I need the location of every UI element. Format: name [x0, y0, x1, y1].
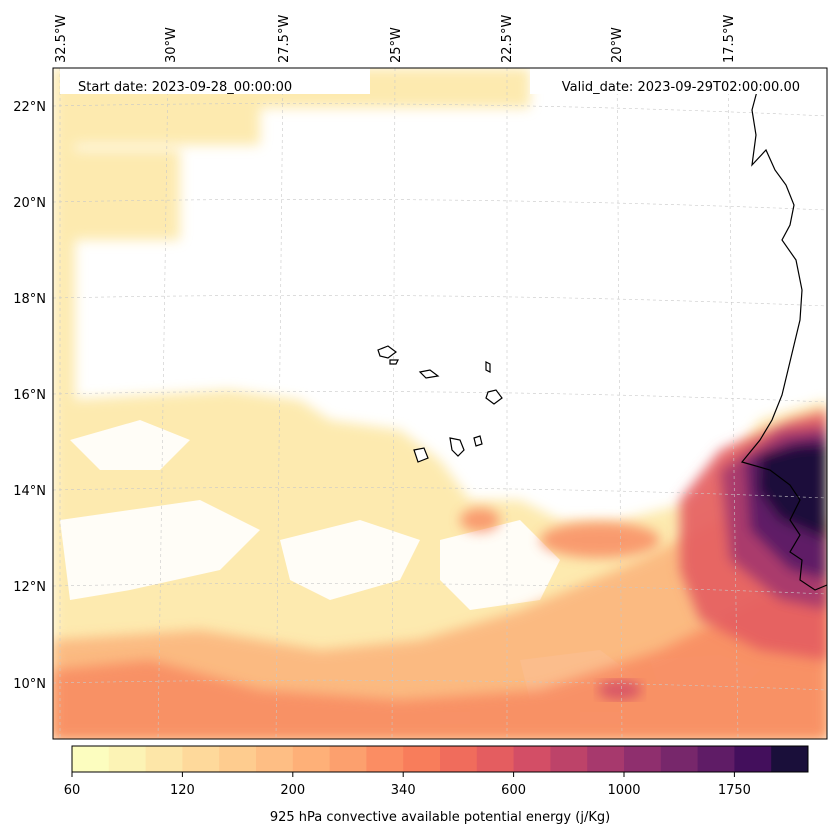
lon-label: 20°W — [610, 27, 625, 63]
colorbar-swatch — [145, 746, 183, 772]
lat-label: 22°N — [13, 100, 46, 115]
colorbar-tick-label: 1000 — [607, 783, 640, 798]
colorbar — [72, 746, 809, 772]
colorbar-swatch — [403, 746, 441, 772]
cape-verde-islands — [377, 345, 503, 463]
lat-label: 10°N — [13, 677, 46, 692]
lon-label: 17.5°W — [722, 15, 737, 63]
gridlines — [53, 68, 827, 739]
colorbar-swatch — [256, 746, 294, 772]
colorbar-tick-label: 1750 — [718, 783, 751, 798]
colorbar-swatch — [476, 746, 515, 772]
colorbar-ticks: 60 120 200 340 600 1000 1750 — [64, 772, 751, 798]
colorbar-tick-label: 120 — [170, 783, 195, 798]
colorbar-swatch — [624, 746, 662, 772]
colorbar-swatch — [182, 746, 220, 772]
colorbar-tick-label: 60 — [64, 783, 81, 798]
colorbar-frame — [71, 745, 809, 773]
colorbar-label: 925 hPa convective available potential e… — [270, 810, 610, 825]
latitude-labels: 22°N 20°N 18°N 16°N 14°N 12°N 10°N — [13, 100, 46, 692]
lat-label: 18°N — [13, 292, 46, 307]
colorbar-swatch — [366, 746, 404, 772]
lon-label: 25°W — [389, 27, 404, 63]
lon-label: 27.5°W — [277, 15, 292, 63]
lat-label: 20°N — [13, 196, 46, 211]
valid-date-label: Valid_date: 2023-09-29T02:00:00.00 — [562, 80, 800, 95]
colorbar-swatch — [440, 746, 478, 772]
lon-label: 32.5°W — [54, 15, 69, 63]
colorbar-tick-label: 200 — [280, 783, 305, 798]
africa-coastline — [740, 79, 827, 591]
lat-label: 14°N — [13, 484, 46, 499]
colorbar-swatch — [550, 746, 588, 772]
colorbar-swatch — [329, 746, 367, 772]
lat-label: 16°N — [13, 388, 46, 403]
colorbar-swatch — [697, 746, 735, 772]
lon-label: 22.5°W — [500, 15, 515, 63]
colorbar-swatch — [660, 746, 699, 772]
colorbar-swatch — [292, 746, 331, 772]
lat-label: 12°N — [13, 580, 46, 595]
colorbar-swatch — [587, 746, 625, 772]
colorbar-tick-label: 340 — [391, 783, 416, 798]
start-date-label: Start date: 2023-09-28_00:00:00 — [78, 80, 292, 95]
longitude-labels: 32.5°W 30°W 27.5°W 25°W 22.5°W 20°W 17.5°W — [54, 15, 737, 63]
colorbar-swatch — [734, 746, 772, 772]
colorbar-tick-label: 600 — [501, 783, 526, 798]
colorbar-swatch — [219, 746, 257, 772]
lon-label: 30°W — [164, 27, 179, 63]
colorbar-swatch — [771, 746, 809, 772]
colorbar-swatch — [513, 746, 551, 772]
map-frame — [52, 67, 828, 740]
colorbar-swatch — [72, 746, 110, 772]
colorbar-swatch — [108, 746, 147, 772]
